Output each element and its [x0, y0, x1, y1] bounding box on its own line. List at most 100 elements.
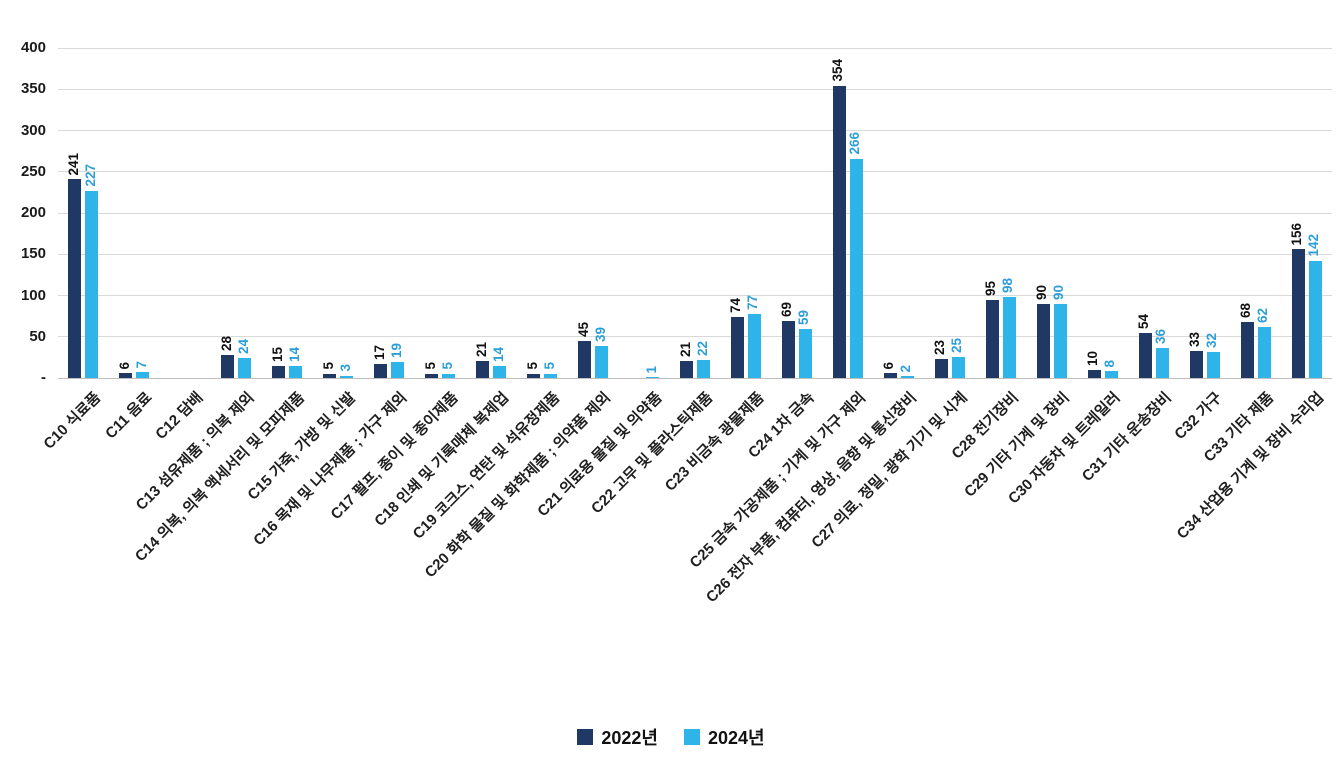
value-label-2024년: 7: [133, 360, 149, 369]
bar-2024년: [544, 373, 558, 378]
gridline: [58, 88, 1332, 90]
value-label-2024년: 39: [592, 326, 608, 342]
bar-2022년: [119, 373, 133, 378]
bar-2022년: [1189, 350, 1203, 378]
bar-2024년: [391, 362, 405, 378]
value-label-2024년: 5: [541, 362, 557, 370]
legend: 2022년 2024년: [0, 724, 1342, 750]
gridline: [58, 336, 1332, 338]
bar-2024년: [697, 359, 710, 378]
bar-2024년: [1206, 351, 1220, 378]
gridline: [58, 130, 1332, 131]
value-label-2022년: 156: [1289, 222, 1305, 246]
bar-2022년: [832, 85, 846, 378]
bar-2024년: [238, 358, 252, 378]
value-label-2024년: 19: [388, 343, 404, 359]
bar-2022년: [985, 299, 999, 378]
legend-item-2024: 2024년: [684, 724, 765, 750]
value-label-2022년: 6: [116, 361, 132, 370]
bar-2022년: [578, 340, 592, 378]
bar-2024년: [442, 373, 456, 378]
value-label-2024년: 1: [643, 365, 659, 374]
value-label-2024년: 8: [1102, 359, 1118, 368]
gridline: [58, 253, 1332, 255]
value-label-2022년: 15: [269, 346, 285, 362]
bar-2022년: [1087, 369, 1101, 378]
bar-2024년: [900, 376, 914, 378]
bar-2024년: [493, 366, 507, 378]
x-axis-line: [58, 377, 1332, 379]
value-label-2022년: 45: [575, 321, 591, 337]
bar-2022년: [527, 373, 541, 378]
bar-2022년: [781, 321, 795, 378]
bar-2022년: [934, 359, 948, 378]
value-label-2022년: 68: [1238, 302, 1254, 318]
bar-2024년: [1002, 297, 1016, 378]
value-label-2024년: 59: [796, 310, 812, 326]
bar-2024년: [849, 158, 863, 378]
bar-2022년: [374, 363, 388, 378]
bar-2024년: [85, 190, 99, 378]
bar-2024년: [951, 357, 965, 378]
bar-2024년: [1155, 348, 1169, 378]
bar-2024년: [747, 314, 761, 378]
value-label-2024년: 227: [82, 164, 98, 187]
bar-2024년: [595, 345, 609, 378]
value-label-2022년: 33: [1187, 331, 1203, 347]
gridline: [58, 47, 1332, 49]
bar-2022년: [1240, 321, 1254, 378]
y-axis-label: 150: [20, 245, 46, 263]
value-label-2022년: 21: [677, 341, 693, 357]
value-label-2022년: 69: [779, 302, 795, 318]
value-label-2022년: 95: [983, 280, 999, 296]
y-axis-label: 300: [20, 121, 46, 139]
y-axis-label: -: [41, 369, 46, 386]
bar-2022년: [323, 373, 337, 378]
legend-label-2022: 2022년: [601, 728, 658, 748]
gridline: [58, 212, 1332, 214]
value-label-2024년: 24: [235, 339, 251, 355]
value-label-2024년: 98: [1000, 278, 1016, 294]
bar-2022년: [221, 354, 235, 378]
bar-2022년: [680, 360, 693, 378]
value-label-2024년: 3: [337, 364, 353, 372]
legend-label-2024: 2024년: [708, 728, 765, 748]
value-label-2024년: 22: [694, 340, 710, 356]
value-label-2022년: 17: [371, 344, 387, 360]
legend-swatch-2024: [684, 729, 700, 745]
value-label-2024년: 14: [490, 347, 506, 363]
bar-2022년: [730, 316, 744, 378]
legend-swatch-2022: [577, 729, 594, 745]
y-axis-label: 100: [20, 286, 46, 304]
value-label-2024년: 62: [1255, 307, 1271, 323]
y-axis-label: 250: [20, 162, 46, 180]
value-label-2024년: 77: [745, 295, 761, 311]
value-label-2024년: 5: [439, 362, 455, 370]
bar-2024년: [289, 366, 303, 378]
x-axis-label: C11 음료: [102, 389, 156, 443]
x-axis-label: C20 화학 물질 및 화학제품 ; 의약품 제외: [421, 389, 615, 582]
y-axis-label: 400: [20, 39, 46, 56]
bar-2022년: [476, 360, 490, 378]
y-axis-label: 350: [20, 80, 46, 98]
bar-2024년: [1104, 371, 1118, 378]
value-label-2022년: 10: [1085, 350, 1101, 366]
value-label-2022년: 6: [881, 361, 897, 370]
bar-2024년: [136, 372, 150, 378]
bar-2022년: [1138, 333, 1152, 378]
y-axis-label: 50: [29, 327, 46, 345]
value-label-2022년: 74: [728, 297, 744, 313]
gridline: [58, 295, 1332, 296]
value-label-2024년: 36: [1153, 329, 1169, 345]
legend-item-2022: 2022년: [577, 724, 658, 750]
value-label-2024년: 266: [847, 132, 863, 155]
value-label-2022년: 23: [932, 340, 948, 356]
y-axis-label: 200: [20, 204, 46, 221]
value-label-2022년: 28: [218, 335, 234, 351]
value-label-2024년: 142: [1306, 234, 1322, 257]
value-label-2022년: 241: [65, 152, 81, 176]
bar-2024년: [798, 329, 812, 378]
gridline: [58, 171, 1332, 173]
value-label-2022년: 90: [1034, 284, 1050, 300]
bar-2022년: [1036, 303, 1050, 378]
